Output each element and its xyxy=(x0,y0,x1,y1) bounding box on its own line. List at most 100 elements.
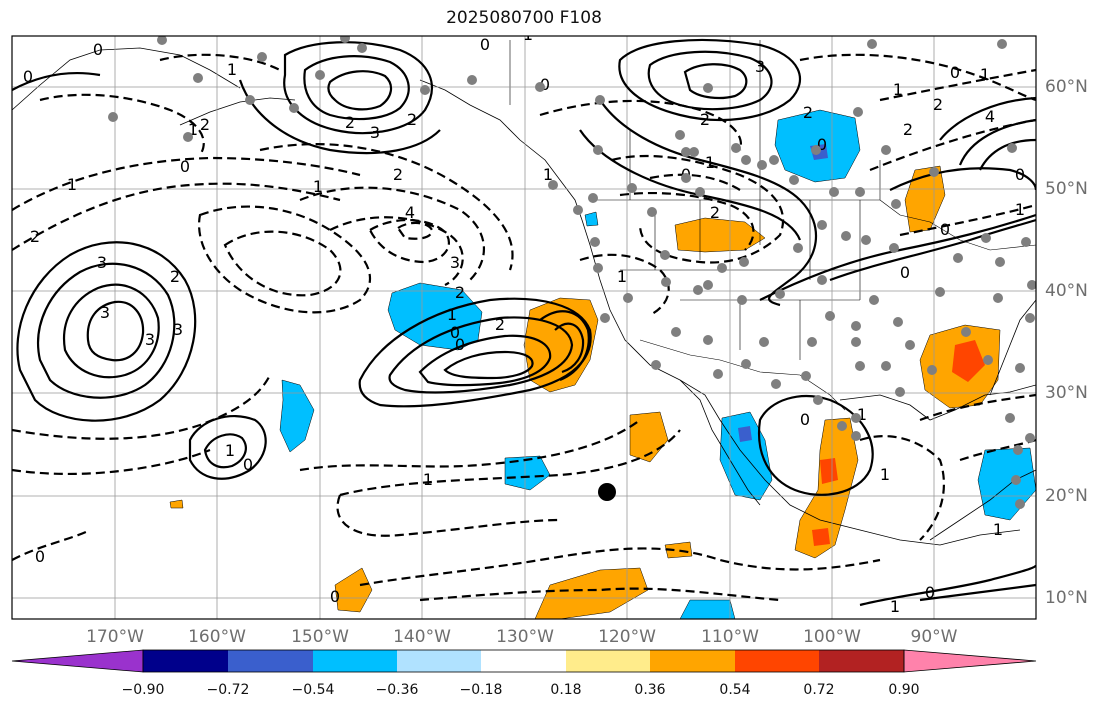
map-title: 2025080700 F108 xyxy=(446,8,602,28)
station-dot xyxy=(535,82,545,92)
station-dot xyxy=(983,355,993,365)
colorbar-segment xyxy=(313,650,397,672)
colorbar-segment xyxy=(566,650,650,672)
longitude-label: 130°W xyxy=(496,627,554,647)
contour-label: 2 xyxy=(933,95,943,114)
colorbar-tick-label: −0.90 xyxy=(121,682,165,698)
station-dot xyxy=(775,289,785,299)
station-dot xyxy=(108,112,118,122)
station-dot xyxy=(467,75,477,85)
longitude-label: 90°W xyxy=(910,627,958,647)
station-dot xyxy=(717,263,727,273)
station-dot xyxy=(837,421,847,431)
colorbar-segment xyxy=(397,650,481,672)
station-dot xyxy=(623,293,633,303)
station-dot xyxy=(953,253,963,263)
blue-region-west xyxy=(279,379,315,453)
contour-label: 0 xyxy=(925,583,935,602)
station-dot xyxy=(245,95,255,105)
longitude-label: 170°W xyxy=(86,627,144,647)
station-dot xyxy=(590,237,600,247)
contour-label: 0 xyxy=(800,410,810,429)
colorbar-tick-label: 0.72 xyxy=(803,682,835,698)
station-dot xyxy=(855,361,865,371)
station-dot xyxy=(1027,280,1036,290)
colorbar-tick-label: −0.54 xyxy=(291,682,335,698)
station-dot xyxy=(681,147,691,157)
station-dot xyxy=(1007,143,1017,153)
contour-label: 0 xyxy=(950,63,960,82)
station-dot xyxy=(741,155,751,165)
station-dot xyxy=(595,95,605,105)
contour-label: 1 xyxy=(857,405,867,424)
station-dot xyxy=(851,431,861,441)
contour-label: 2 xyxy=(455,283,465,302)
station-dot xyxy=(548,180,558,190)
station-dot xyxy=(993,293,1003,303)
station-dot xyxy=(807,337,817,347)
station-dot xyxy=(893,317,903,327)
station-dot xyxy=(813,395,823,405)
longitude-label: 150°W xyxy=(291,627,349,647)
colorbar-tick-label: 0.18 xyxy=(550,682,582,698)
station-dot xyxy=(895,387,905,397)
red-spot-central-2 xyxy=(812,528,830,546)
colorbar xyxy=(11,649,1037,673)
contour-label: 1 xyxy=(447,305,457,324)
contour-label: 0 xyxy=(1015,165,1025,184)
station-dot xyxy=(927,365,937,375)
station-dot xyxy=(681,173,691,183)
contour-label: 3 xyxy=(173,320,183,339)
contour-label: 0 xyxy=(23,67,33,86)
station-dot xyxy=(869,295,879,305)
station-dot xyxy=(695,187,705,197)
contour-label: 2 xyxy=(393,165,403,184)
contour-label: 3 xyxy=(755,57,765,76)
station-dot xyxy=(793,243,803,253)
station-dot xyxy=(647,207,657,217)
contour-label: 2 xyxy=(495,315,505,334)
latitude-label: 60°N xyxy=(1045,77,1088,97)
grid-lines xyxy=(12,36,1036,619)
contour-label: 0 xyxy=(180,157,190,176)
station-dot xyxy=(889,243,899,253)
station-dot xyxy=(855,187,865,197)
station-dot xyxy=(713,369,723,379)
station-dot xyxy=(157,36,167,45)
station-dot xyxy=(801,371,811,381)
negative-contours xyxy=(12,53,1036,602)
station-dots xyxy=(108,36,1036,509)
latitude-label: 30°N xyxy=(1045,383,1088,403)
station-dot xyxy=(257,52,267,62)
orange-region-plains xyxy=(674,217,766,253)
station-dot xyxy=(703,335,713,345)
contour-label: 4 xyxy=(985,107,995,126)
station-dot xyxy=(703,280,713,290)
contour-label: 1 xyxy=(188,120,198,139)
latitude-label: 20°N xyxy=(1045,486,1088,506)
blue-region-south xyxy=(679,599,736,619)
longitude-label: 140°W xyxy=(393,627,451,647)
station-dot xyxy=(867,39,877,49)
storm-position-marker xyxy=(598,483,616,501)
contour-label: 2 xyxy=(345,113,355,132)
station-dot xyxy=(193,73,203,83)
contour-label: 1 xyxy=(617,267,627,286)
station-dot xyxy=(811,145,821,155)
station-dot xyxy=(851,321,861,331)
colorbar-tick-label: −0.36 xyxy=(375,682,419,698)
station-dot xyxy=(1021,237,1031,247)
blue-region-wa xyxy=(584,211,599,227)
station-dot xyxy=(600,313,610,323)
station-dot xyxy=(671,327,681,337)
colorbar-tick-label: −0.18 xyxy=(459,682,503,698)
contour-label: 1 xyxy=(980,65,990,84)
station-dot xyxy=(739,257,749,267)
station-dot xyxy=(851,413,861,423)
contour-label: 0 xyxy=(817,135,827,154)
latitude-label: 50°N xyxy=(1045,179,1088,199)
station-dot xyxy=(741,359,751,369)
contour-label: 3 xyxy=(97,253,107,272)
contour-label: 1 xyxy=(993,520,1003,539)
